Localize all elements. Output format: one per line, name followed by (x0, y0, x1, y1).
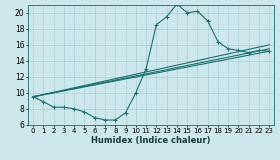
X-axis label: Humidex (Indice chaleur): Humidex (Indice chaleur) (92, 136, 211, 145)
